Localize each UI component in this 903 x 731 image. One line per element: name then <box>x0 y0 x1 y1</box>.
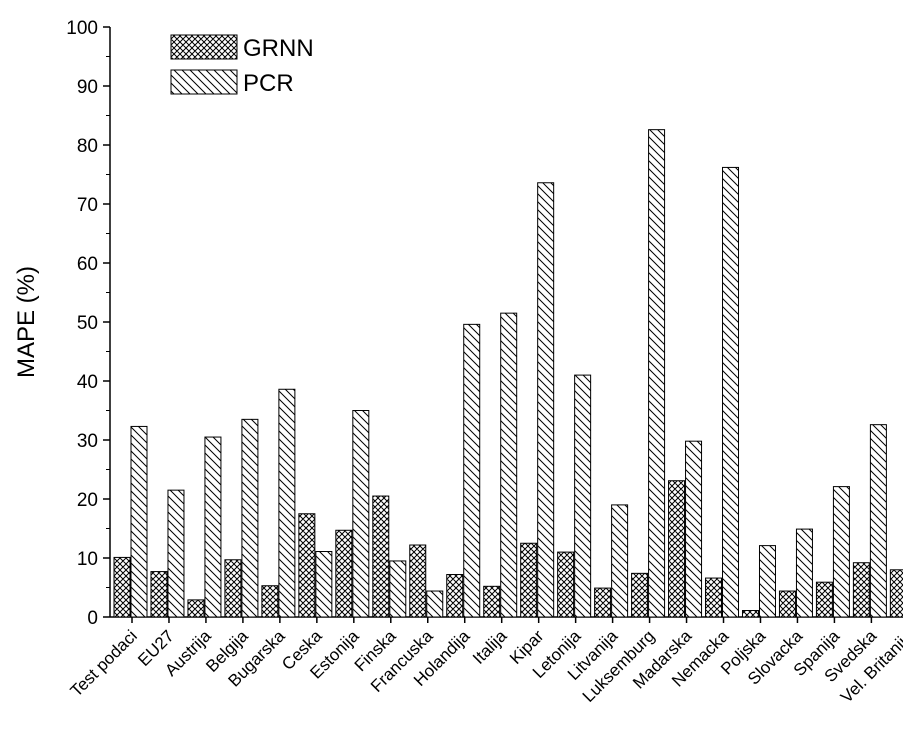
bar-pcr <box>795 528 813 618</box>
y-tick-label: 10 <box>77 549 98 570</box>
bar-grnn <box>150 571 168 618</box>
bar-grnn <box>187 599 205 618</box>
y-tick-label: 40 <box>77 372 98 393</box>
bar-grnn <box>335 529 353 618</box>
x-tick-labels: Test podaciEU27AustrijaBelgijaBugarskaCe… <box>67 617 903 707</box>
bar-grnn <box>852 562 870 618</box>
x-tick-label: Italija <box>469 626 511 668</box>
y-tick-label: 20 <box>77 490 98 511</box>
bar-grnn <box>446 574 464 618</box>
y-tick-label: 80 <box>77 136 98 157</box>
legend-label-pcr: PCR <box>243 70 294 97</box>
bar-grnn <box>705 577 723 618</box>
bar-grnn <box>224 559 242 618</box>
bar-grnn <box>815 581 833 618</box>
bar-grnn <box>741 610 759 618</box>
bar-pcr <box>758 545 776 618</box>
legend-label-grnn: GRNN <box>243 35 314 62</box>
bar-grnn <box>372 495 390 618</box>
bar-grnn <box>778 590 796 618</box>
bar-grnn <box>298 513 316 618</box>
bar-pcr <box>685 440 703 618</box>
bar-grnn <box>520 542 538 618</box>
y-tick-label: 50 <box>77 313 98 334</box>
bar-pcr <box>648 129 666 618</box>
y-axis-title: MAPE (%) <box>13 266 40 378</box>
bar-pcr <box>352 410 370 618</box>
y-tick-label: 0 <box>87 608 98 629</box>
bar-grnn <box>113 556 131 618</box>
bar-pcr <box>130 425 148 618</box>
bar-pcr <box>463 323 481 618</box>
bar-grnn <box>631 572 649 618</box>
x-tick-label: Test podaci <box>67 626 141 700</box>
bar-grnn <box>889 569 903 618</box>
legend-swatch-grnn <box>170 34 238 60</box>
bar-grnn <box>594 587 612 618</box>
bar-pcr <box>204 436 222 618</box>
bar-pcr <box>278 388 296 618</box>
legend-swatch-pcr <box>170 69 238 95</box>
y-tick-label: 100 <box>66 18 98 39</box>
y-ticks: 0 10 20 30 40 50 60 70 80 90 100 <box>66 18 110 629</box>
bar-pcr <box>832 486 850 618</box>
bar-pcr <box>722 166 740 618</box>
bar-pcr <box>537 182 555 618</box>
bar-grnn <box>409 544 427 618</box>
bars <box>113 129 903 618</box>
bar-pcr <box>389 560 407 618</box>
bar-pcr <box>426 590 444 618</box>
bar-grnn <box>668 480 686 618</box>
bar-pcr <box>500 312 518 618</box>
bar-pcr <box>611 504 629 618</box>
bar-grnn <box>483 585 501 618</box>
bar-pcr <box>869 424 887 618</box>
y-tick-label: 90 <box>77 77 98 98</box>
legend: GRNN PCR <box>170 34 314 97</box>
bar-pcr <box>315 551 333 618</box>
y-tick-label: 70 <box>77 195 98 216</box>
bar-grnn <box>557 551 575 618</box>
y-tick-label: 30 <box>77 431 98 452</box>
bar-grnn <box>261 585 279 618</box>
bar-pcr <box>574 374 592 618</box>
y-tick-label: 60 <box>77 254 98 275</box>
bar-pcr <box>241 418 259 618</box>
bar-pcr <box>167 489 185 618</box>
